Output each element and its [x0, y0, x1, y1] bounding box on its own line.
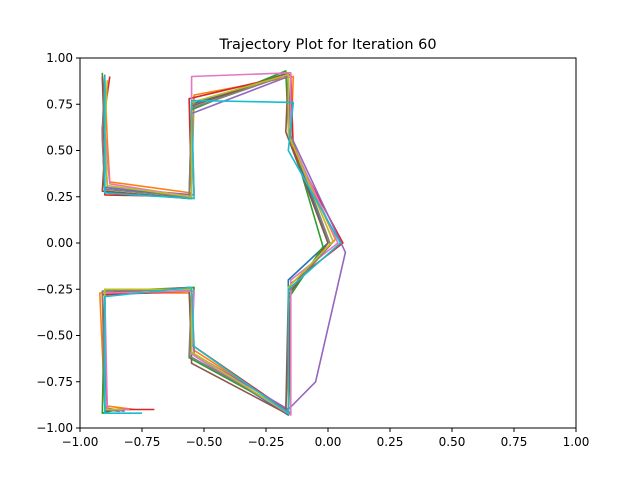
x-tick-label: 0.00: [315, 435, 342, 449]
x-tick-label: 1.00: [563, 435, 590, 449]
x-tick-label: −1.00: [62, 435, 99, 449]
trajectory-line-1: [99, 75, 337, 411]
x-tick-label: 0.50: [439, 435, 466, 449]
plot-area: [99, 70, 347, 416]
x-axis: −1.00 −0.75 −0.50 −0.25 0.00 0.25 0.50 0.75 1.00: [62, 428, 590, 449]
y-tick-label: −0.75: [36, 375, 73, 389]
x-tick-label: 0.75: [501, 435, 528, 449]
y-tick-label: 0.25: [46, 190, 73, 204]
x-tick-label: 0.25: [377, 435, 404, 449]
y-axis: 1.00 0.75 0.50 0.25 0.00 −0.25 −0.50 −0.75 −1.00: [36, 51, 80, 435]
chart-title: Trajectory Plot for Iteration 60: [218, 37, 436, 53]
y-tick-label: 0.00: [46, 236, 73, 250]
y-tick-label: −0.50: [36, 329, 73, 343]
trajectory-line-8: [104, 73, 334, 415]
y-tick-label: 0.75: [46, 97, 73, 111]
trajectory-line-3: [101, 73, 344, 413]
x-tick-label: −0.75: [124, 435, 161, 449]
x-tick-label: −0.50: [186, 435, 223, 449]
trajectory-line-7: [101, 73, 332, 413]
trajectory-line-9: [104, 76, 342, 415]
y-tick-label: 1.00: [46, 51, 73, 65]
y-tick-label: −1.00: [36, 421, 73, 435]
y-tick-label: −0.25: [36, 282, 73, 296]
y-tick-label: 0.50: [46, 144, 73, 158]
x-tick-label: −0.25: [248, 435, 285, 449]
trajectory-line-4: [104, 75, 347, 413]
trajectory-line-6: [104, 72, 339, 416]
